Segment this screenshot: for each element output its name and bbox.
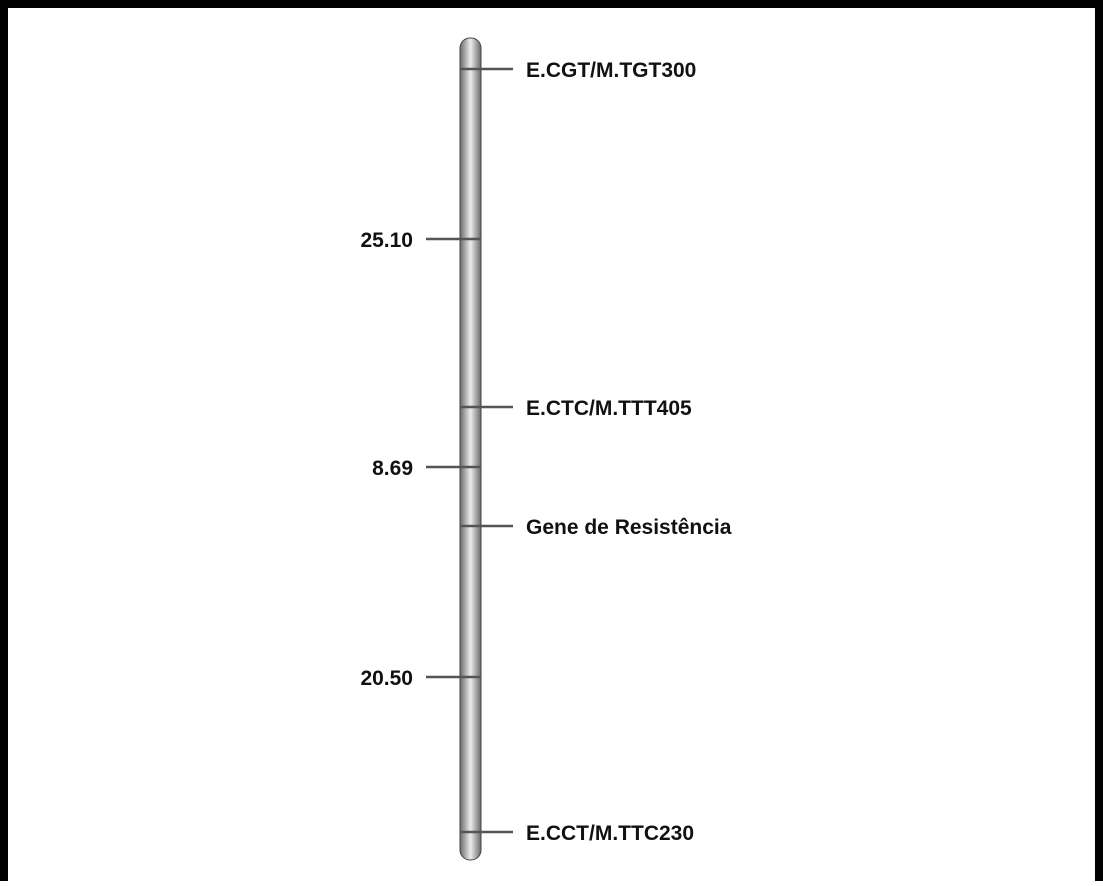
distance-label: 20.50 [360,667,413,690]
distance-label: 25.10 [360,229,413,252]
marker-label: E.CTC/M.TTT405 [526,397,692,420]
chromosome-bar [459,37,482,861]
marker-label: E.CCT/M.TTC230 [526,822,694,845]
resistance-gene-label: Gene de Resistência [526,516,732,539]
marker-label: E.CGT/M.TGT300 [526,59,696,82]
distance-label: 8.69 [372,457,413,480]
